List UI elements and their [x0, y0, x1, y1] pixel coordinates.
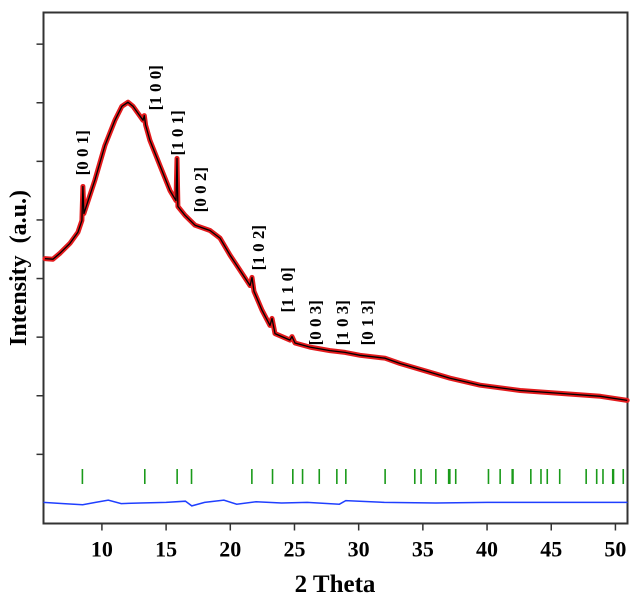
peak-label: [1 0 2] — [249, 225, 268, 270]
peak-annotations: [0 0 1] [1 0 0][1 0 1][0 0 2] [1 0 2] [1 1 … — [73, 65, 377, 345]
peak-label: [0 0 1] — [73, 130, 92, 175]
x-tick-label: 50 — [604, 537, 626, 562]
peak-label: [0 0 2] — [191, 167, 210, 212]
x-tick-label: 10 — [91, 537, 113, 562]
x-tick-label: 35 — [412, 537, 434, 562]
y-axis-ticks — [36, 43, 44, 456]
x-tick-label: 20 — [219, 537, 241, 562]
peak-label: [0 0 3] — [306, 300, 325, 345]
peak-label: [1 0 3] — [333, 300, 352, 345]
peak-label: [1 1 0] — [278, 267, 297, 312]
x-tick-label: 40 — [476, 537, 498, 562]
x-tick-label: 30 — [348, 537, 370, 562]
x-axis-label: 2 Theta — [295, 571, 376, 598]
peak-label: [0 1 3] — [358, 300, 377, 345]
observed-curve — [42, 99, 630, 403]
bragg-markers — [81, 469, 625, 484]
x-tick-label: 45 — [540, 537, 562, 562]
peak-label: [1 0 1] — [168, 110, 187, 155]
x-axis-ticks: 10 15 20 25 30 35 40 45 50 — [91, 523, 626, 562]
x-tick-label: 25 — [283, 537, 305, 562]
plot-frame — [42, 11, 629, 525]
series-group — [42, 99, 630, 507]
y-axis-label: Intensity (a.u.) — [6, 190, 32, 346]
x-tick-label: 15 — [155, 537, 177, 562]
calculated-curve — [44, 101, 628, 402]
difference-curve — [43, 499, 628, 507]
peak-label: [1 0 0] — [146, 65, 165, 110]
